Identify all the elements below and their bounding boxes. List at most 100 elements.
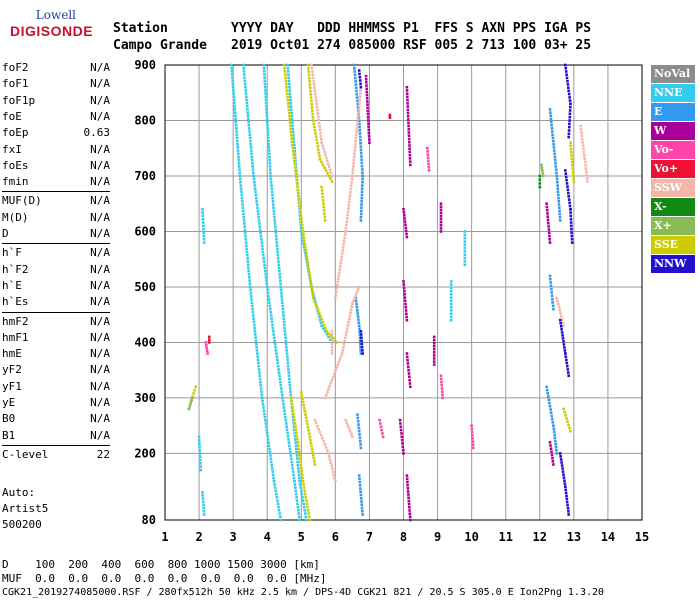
ionogram-point-e <box>359 349 362 352</box>
ionogram-point-nne <box>272 476 275 480</box>
ionogram-point-nne <box>201 218 205 221</box>
ionogram-point-nne <box>318 318 322 322</box>
ionogram-point-sse <box>307 429 310 432</box>
ionogram-point-nne <box>252 177 256 181</box>
legend-item-vo-: Vo- <box>651 141 695 159</box>
ionogram-point-nne <box>263 415 267 419</box>
ionogram-point-w <box>401 442 404 445</box>
ionogram-point-e <box>353 70 356 73</box>
ionogram-point-w <box>367 135 371 138</box>
ionogram-point-ssw <box>335 287 339 290</box>
ionogram-point-nne <box>242 70 246 73</box>
ionogram-point-nne <box>231 76 234 79</box>
ionogram-point-nne <box>285 345 288 349</box>
ionogram-point-sse <box>311 109 314 112</box>
ionogram-point-nne <box>463 260 467 263</box>
ionogram-point-e <box>549 111 552 114</box>
ionogram-point-ssw <box>319 134 323 138</box>
x-tick-label: 1 <box>161 530 168 544</box>
ionogram-point-sse <box>308 274 312 278</box>
ionogram-point-nne <box>283 330 287 333</box>
ionogram-point-sse <box>311 450 314 454</box>
param-row-fof1p: foF1p N/A <box>2 93 110 109</box>
ionogram-point-nne <box>267 146 271 149</box>
ionogram-point-nne <box>249 288 252 292</box>
ionogram-point-w <box>366 109 370 113</box>
ionogram-point-nne <box>283 326 286 330</box>
ionogram-point-ssw <box>358 101 361 105</box>
ionogram-point-nnw <box>359 333 363 336</box>
ionogram-point-nne <box>260 396 264 400</box>
param-name: hmE <box>2 347 22 361</box>
ionogram-point-sse <box>284 76 287 80</box>
param-value: N/A <box>90 347 110 361</box>
ionogram-point-e <box>359 138 362 142</box>
ionogram-point-sse <box>314 132 317 135</box>
ionogram-point-nnw <box>561 467 564 470</box>
ionogram-point-nne <box>277 260 280 263</box>
ionogram-point-nnw <box>569 208 572 211</box>
ionogram-point-vo- <box>427 159 430 163</box>
ionogram-point-ssw <box>352 155 356 159</box>
ionogram-point-nne <box>268 158 271 162</box>
ionogram-point-nne <box>252 317 255 320</box>
ionogram-point-nne <box>272 206 275 209</box>
ionogram-point-nne <box>230 70 234 73</box>
ionogram-point-sse <box>323 215 327 219</box>
ionogram-point-nne <box>259 380 262 384</box>
ionogram-point-nnw <box>570 231 573 234</box>
ionogram-point-ssw <box>338 265 342 268</box>
ionogram-point-nnw <box>566 507 570 510</box>
y-tick-label: 200 <box>134 446 156 460</box>
ionogram-point-vo- <box>471 433 474 437</box>
ionogram-point-nne <box>300 492 304 496</box>
ionogram-point-ssw <box>344 336 347 340</box>
ionogram-point-w <box>408 160 412 163</box>
ionogram-point-nne <box>273 219 276 222</box>
ionogram-point-ssw <box>349 184 353 188</box>
ionogram-point-nne <box>255 200 258 203</box>
ionogram-point-ssw <box>321 144 324 147</box>
ionogram-point-nne <box>298 476 301 480</box>
ionogram-point-nne <box>247 117 250 121</box>
ionogram-point-sse <box>570 160 574 164</box>
ionogram-point-w <box>407 496 410 500</box>
ionogram-point-w <box>552 463 555 466</box>
ionogram-point-ssw <box>357 111 360 114</box>
ionogram-point-sse <box>310 102 313 106</box>
param-name: hmF1 <box>2 330 29 344</box>
ionogram-point-vo- <box>427 166 431 169</box>
ionogram-point-e <box>556 190 560 194</box>
ionogram-point-nne <box>263 85 267 89</box>
ionogram-point-e <box>551 130 554 133</box>
ionogram-point-ssw <box>346 424 350 427</box>
ionogram-point-ssw <box>348 197 351 201</box>
ionogram-point-nne <box>257 361 260 365</box>
ionogram-point-nnw <box>565 73 568 76</box>
ionogram-point-nne <box>449 293 453 296</box>
ionogram-point-ssw <box>344 418 347 422</box>
ionogram-point-w <box>406 115 410 118</box>
ionogram-point-w <box>432 338 436 342</box>
ionogram-point-nne <box>236 143 239 146</box>
ionogram-point-nne <box>198 452 202 455</box>
ionogram-point-e <box>358 125 361 129</box>
ionogram-point-sse <box>300 394 304 397</box>
ionogram-point-nne <box>293 435 297 438</box>
ionogram-point-nne <box>449 299 453 303</box>
ionogram-point-e <box>358 484 362 487</box>
ionogram-point-e <box>552 430 556 434</box>
ionogram-point-w <box>407 134 411 137</box>
x-tick-label: 4 <box>264 530 271 544</box>
ionogram-point-nne <box>245 247 248 251</box>
ionogram-point-nne <box>264 101 268 105</box>
ionogram-point-nne <box>238 174 242 178</box>
ionogram-point-ssw <box>347 200 351 204</box>
x-tick-label: 5 <box>298 530 305 544</box>
ionogram-point-ssw <box>352 162 355 165</box>
ionogram-point-nnw <box>561 470 565 473</box>
ionogram-point-ssw <box>345 223 348 227</box>
ionogram-point-nne <box>270 463 273 467</box>
ionogram-point-nne <box>242 215 246 219</box>
ionogram-point-sse <box>304 413 307 416</box>
